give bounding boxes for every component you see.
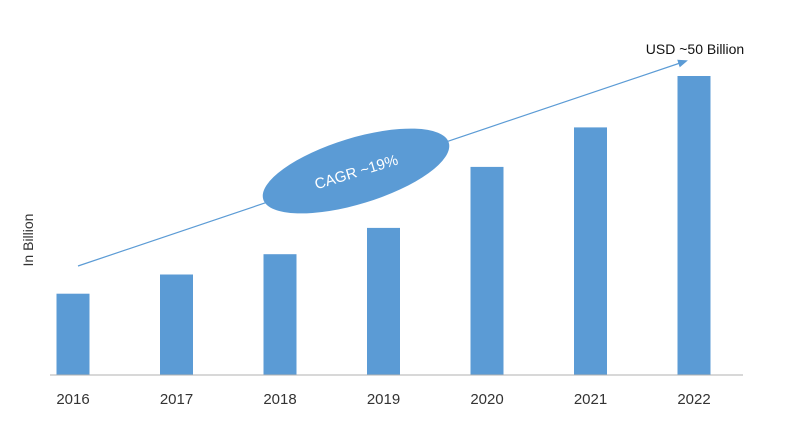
bars-group	[56, 76, 711, 376]
x-tick-2016: 2016	[56, 391, 89, 408]
bar-2017	[160, 274, 193, 375]
bar-2018	[263, 254, 297, 375]
x-tick-2020: 2020	[470, 391, 503, 408]
bar-2020	[470, 166, 504, 375]
x-tick-labels: 2016 2017 2018 2019 2020 2021 2022	[56, 391, 710, 408]
x-tick-2022: 2022	[677, 391, 710, 408]
bar-2021	[574, 127, 607, 376]
endpoint-label: USD ~50 Billion	[646, 41, 744, 57]
x-tick-2017: 2017	[160, 391, 193, 408]
bar-2019	[367, 227, 400, 375]
cagr-ellipse	[262, 128, 450, 214]
y-axis-label: In Billion	[20, 214, 36, 267]
x-tick-2018: 2018	[263, 391, 296, 408]
bar-2016	[56, 293, 90, 375]
x-tick-2021: 2021	[574, 391, 607, 408]
bar-2022	[677, 76, 711, 375]
x-tick-2019: 2019	[367, 391, 400, 408]
